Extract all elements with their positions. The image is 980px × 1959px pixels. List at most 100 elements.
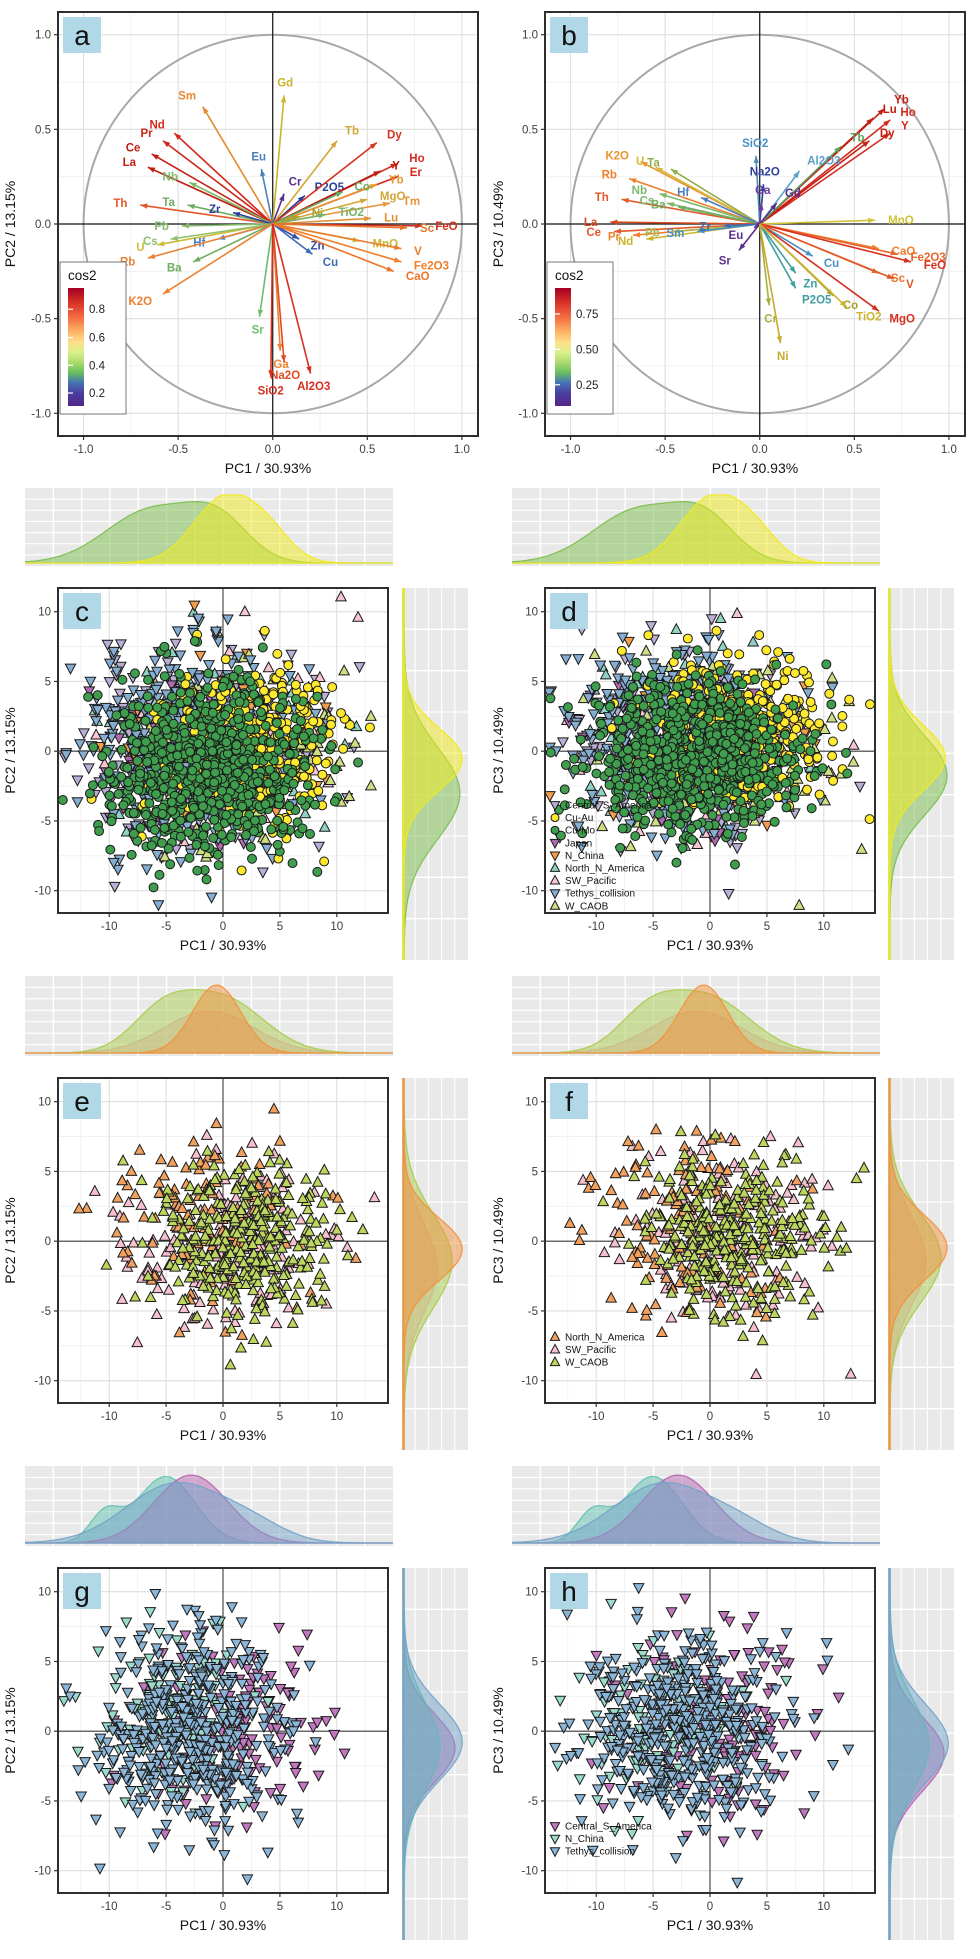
svg-text:Cu: Cu	[824, 258, 839, 270]
svg-text:PC1 / 30.93%: PC1 / 30.93%	[667, 937, 753, 953]
svg-text:P2O5: P2O5	[802, 295, 832, 307]
svg-text:Al2O3: Al2O3	[807, 156, 840, 168]
svg-text:0.0: 0.0	[265, 444, 281, 456]
svg-text:-1.0: -1.0	[31, 408, 51, 420]
svg-text:U: U	[136, 242, 144, 254]
svg-text:CaO: CaO	[892, 246, 916, 258]
svg-text:Al2O3: Al2O3	[297, 381, 330, 393]
svg-text:Sc: Sc	[420, 223, 435, 235]
marginal-density-d	[888, 588, 954, 960]
svg-text:1.0: 1.0	[941, 444, 957, 456]
svg-text:Nb: Nb	[163, 172, 178, 184]
density-strip-g-top	[25, 1466, 393, 1546]
svg-text:Zn: Zn	[311, 241, 325, 253]
svg-text:0: 0	[707, 921, 713, 933]
svg-text:-0.5: -0.5	[168, 444, 188, 456]
svg-text:Ta: Ta	[162, 197, 175, 209]
svg-text:TiO2: TiO2	[856, 311, 881, 323]
svg-text:Gd: Gd	[277, 77, 293, 89]
svg-text:-5: -5	[161, 921, 171, 933]
svg-text:-1.0: -1.0	[561, 444, 581, 456]
svg-text:PC1 / 30.93%: PC1 / 30.93%	[180, 937, 266, 953]
svg-text:0.25: 0.25	[576, 380, 598, 392]
svg-text:Pb: Pb	[645, 228, 660, 240]
pca-scatter-d: d -10 -5 0 5 10 10 5 0 -5 -10 PC1 / 30.93% PC3 / 10.…	[490, 587, 876, 953]
svg-text:Nb: Nb	[632, 185, 647, 197]
svg-text:Cu-Mo: Cu-Mo	[565, 826, 595, 837]
svg-text:Gd: Gd	[785, 188, 801, 200]
svg-text:MgO: MgO	[889, 314, 915, 326]
density-strip-e-top	[25, 976, 393, 1056]
density-strip-h-top	[512, 1466, 880, 1546]
svg-text:PC2 / 13.15%: PC2 / 13.15%	[2, 181, 18, 267]
svg-text:Ba: Ba	[651, 199, 666, 211]
svg-text:MgO: MgO	[380, 191, 406, 203]
svg-text:PC2 / 13.15%: PC2 / 13.15%	[2, 707, 18, 793]
svg-text:Tethys_collision: Tethys_collision	[565, 889, 635, 900]
marginal-density-e	[402, 1078, 468, 1450]
svg-text:0: 0	[532, 746, 538, 758]
svg-text:10: 10	[330, 921, 343, 933]
svg-text:Tb: Tb	[850, 132, 864, 144]
svg-text:0.5: 0.5	[846, 444, 862, 456]
marginal-density-f	[888, 1078, 954, 1450]
svg-text:0.2: 0.2	[89, 388, 105, 400]
svg-text:5: 5	[532, 676, 538, 688]
density-strip-c-top	[25, 488, 393, 566]
svg-text:Na2O: Na2O	[270, 370, 300, 382]
svg-text:-10: -10	[101, 921, 118, 933]
svg-text:Eu: Eu	[729, 230, 744, 242]
svg-text:-5: -5	[41, 816, 51, 828]
svg-text:10: 10	[38, 607, 51, 619]
svg-text:Y: Y	[392, 160, 400, 172]
svg-text:PC1 / 30.93%: PC1 / 30.93%	[712, 460, 798, 476]
svg-text:0.50: 0.50	[576, 344, 598, 356]
svg-text:Fe2O3: Fe2O3	[414, 261, 449, 273]
svg-text:c: c	[75, 596, 89, 627]
svg-text:0.5: 0.5	[359, 444, 375, 456]
pca-scatter-c: c -10 -5 0 5 10 10 5 0 -5 -10 PC1 / 30.93% PC2 / 13.…	[2, 587, 389, 953]
svg-text:SW_Pacific: SW_Pacific	[565, 876, 616, 887]
svg-text:Th: Th	[595, 192, 609, 204]
marginal-density-c	[402, 588, 468, 960]
svg-text:V: V	[414, 246, 422, 258]
svg-text:-0.5: -0.5	[518, 314, 538, 326]
svg-text:Na2O: Na2O	[750, 166, 780, 178]
svg-text:-1.0: -1.0	[518, 408, 538, 420]
density-strip-f-top	[512, 976, 880, 1056]
svg-text:Zn: Zn	[803, 279, 817, 291]
svg-text:cos2: cos2	[68, 268, 97, 283]
svg-text:Cr: Cr	[289, 177, 302, 189]
svg-text:Ga: Ga	[755, 185, 771, 197]
svg-text:Ho: Ho	[409, 153, 424, 165]
svg-text:Ga: Ga	[273, 359, 289, 371]
svg-text:-10: -10	[588, 921, 605, 933]
svg-text:Yb: Yb	[894, 95, 909, 107]
svg-text:1.0: 1.0	[454, 444, 470, 456]
svg-text:0.4: 0.4	[89, 360, 106, 372]
svg-text:Ta: Ta	[647, 157, 660, 169]
svg-text:Cu: Cu	[323, 257, 338, 269]
svg-text:-5: -5	[648, 921, 658, 933]
svg-text:Ho: Ho	[900, 107, 915, 119]
svg-text:V: V	[906, 279, 914, 291]
svg-text:Japan: Japan	[565, 838, 592, 849]
svg-text:Nd: Nd	[149, 119, 164, 131]
svg-text:Tm: Tm	[403, 196, 420, 208]
svg-text:Dy: Dy	[387, 130, 402, 142]
svg-text:Y: Y	[901, 121, 909, 133]
svg-text:CaO: CaO	[406, 271, 430, 283]
svg-text:Fe2O3: Fe2O3	[911, 252, 946, 264]
svg-text:Ba: Ba	[167, 262, 182, 274]
svg-text:Sr: Sr	[719, 256, 732, 268]
svg-text:PC3 / 10.49%: PC3 / 10.49%	[490, 707, 506, 793]
svg-text:-1.0: -1.0	[74, 444, 94, 456]
svg-text:1.0: 1.0	[35, 30, 51, 42]
svg-text:MnO: MnO	[888, 215, 914, 227]
svg-text:Ce: Ce	[126, 142, 141, 154]
